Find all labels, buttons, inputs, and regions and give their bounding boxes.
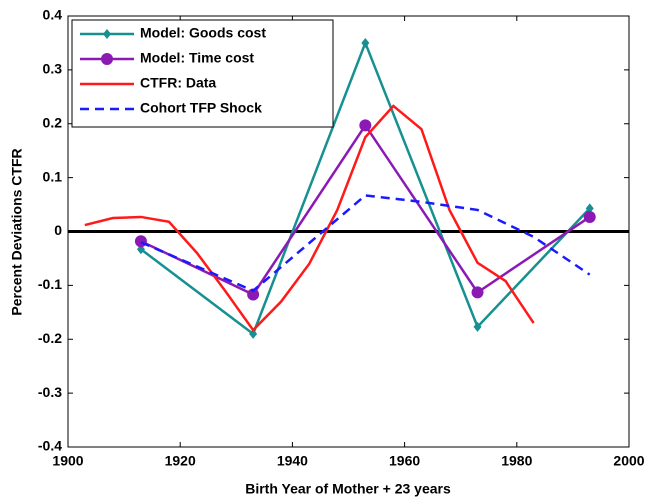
y-tick-label: -0.4	[38, 438, 62, 454]
x-tick-label: 1980	[501, 453, 532, 469]
legend-label: CTFR: Data	[140, 75, 216, 91]
legend-marker	[103, 29, 111, 39]
y-tick-label: 0.3	[43, 61, 63, 77]
y-tick-label: 0.1	[43, 168, 63, 184]
y-tick-label: 0.4	[43, 7, 63, 23]
series-line	[140, 194, 591, 293]
y-tick-label: -0.1	[38, 276, 62, 292]
point-marker	[585, 203, 594, 214]
series-line	[84, 104, 535, 333]
point-marker	[249, 328, 258, 339]
point-marker	[473, 321, 482, 332]
legend-marker	[101, 53, 113, 65]
point-marker	[247, 288, 260, 301]
x-tick-label: 1900	[52, 453, 83, 469]
x-tick-label: 1940	[277, 453, 308, 469]
x-tick-label: 1960	[389, 453, 420, 469]
y-tick-label: -0.3	[38, 384, 62, 400]
point-marker	[471, 286, 484, 299]
point-marker	[583, 210, 596, 223]
x-tick-label: 2000	[613, 453, 644, 469]
y-tick-label: 0.2	[43, 114, 63, 130]
y-tick-label: 0	[54, 222, 62, 238]
legend-label: Model: Goods cost	[140, 25, 266, 41]
point-marker	[359, 119, 372, 132]
legend-label: Model: Time cost	[140, 50, 254, 66]
x-tick-label: 1920	[165, 453, 196, 469]
legend-label: Cohort TFP Shock	[140, 100, 262, 116]
y-tick-label: -0.2	[38, 330, 62, 346]
x-axis-label: Birth Year of Mother + 23 years	[245, 481, 451, 497]
y-axis-label: Percent Deviations CTFR	[9, 148, 25, 315]
legend: Model: Goods cost Model: Time cost CTFR: D…	[71, 19, 334, 128]
point-marker	[361, 37, 370, 48]
